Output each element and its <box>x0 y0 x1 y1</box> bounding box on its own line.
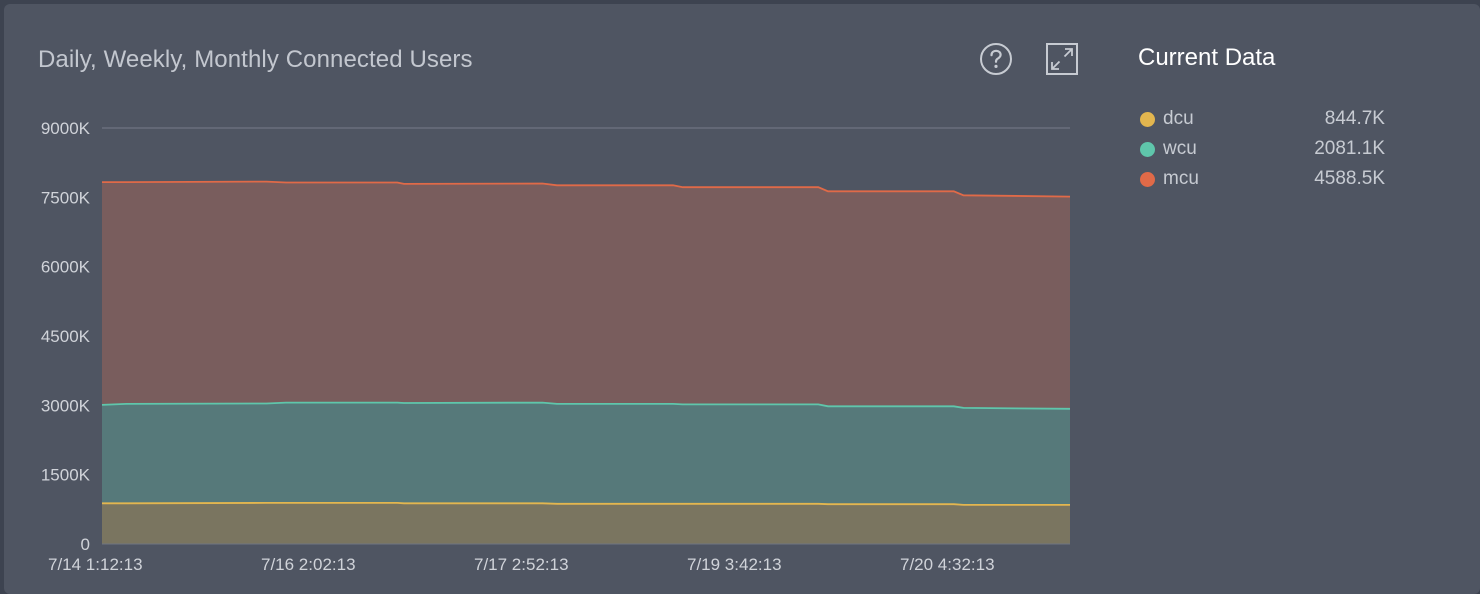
y-tick-label: 7500K <box>41 188 91 207</box>
legend-item-dcu[interactable]: dcu 844.7K <box>1138 105 1398 135</box>
area-wcu <box>102 402 1070 505</box>
y-tick-label: 3000K <box>41 396 91 415</box>
legend-item-mcu[interactable]: mcu 4588.5K <box>1138 165 1398 195</box>
area-mcu <box>102 181 1070 409</box>
legend-dot-wcu <box>1140 142 1155 157</box>
legend-dot-mcu <box>1140 172 1155 187</box>
legend-value: 4588.5K <box>1314 168 1385 189</box>
legend-name: wcu <box>1163 138 1197 159</box>
legend-item-wcu[interactable]: wcu 2081.1K <box>1138 135 1398 165</box>
line-mcu <box>102 180 1071 198</box>
x-tick-label: 7/20 4:32:13 <box>900 555 995 574</box>
expand-arrows-icon[interactable] <box>1045 42 1079 76</box>
y-tick-label: 6000K <box>41 258 91 277</box>
x-tick-label: 7/16 2:02:13 <box>261 555 356 574</box>
x-tick-label: 7/17 2:52:13 <box>474 555 569 574</box>
chart-panel: Daily, Weekly, Monthly Connected Users 0… <box>4 4 1480 594</box>
x-tick-label: 7/19 3:42:13 <box>687 555 782 574</box>
chart-title: Daily, Weekly, Monthly Connected Users <box>38 46 473 73</box>
y-tick-label: 9000K <box>41 119 91 138</box>
legend-name: dcu <box>1163 108 1194 129</box>
y-tick-label: 4500K <box>41 327 91 346</box>
line-dcu <box>102 502 1070 506</box>
legend-value: 2081.1K <box>1314 138 1385 159</box>
line-wcu <box>101 401 1071 410</box>
legend-dot-dcu <box>1140 112 1155 127</box>
current-data-legend: Current Data dcu 844.7K wcu 2081.1K mcu … <box>1138 44 1398 195</box>
x-tick-label: 7/14 1:12:13 <box>48 555 143 574</box>
legend-title: Current Data <box>1138 44 1276 71</box>
y-tick-label: 1500K <box>41 466 91 485</box>
question-circle-icon[interactable] <box>979 42 1013 76</box>
legend-name: mcu <box>1163 168 1199 189</box>
y-tick-label: 0 <box>81 535 90 554</box>
stacked-area-chart: 0 1500K 3000K 4500K 6000K 7500K 9000K 7/14 1:12… <box>41 119 1071 574</box>
area-dcu <box>102 502 1070 544</box>
legend-value: 844.7K <box>1324 108 1385 129</box>
